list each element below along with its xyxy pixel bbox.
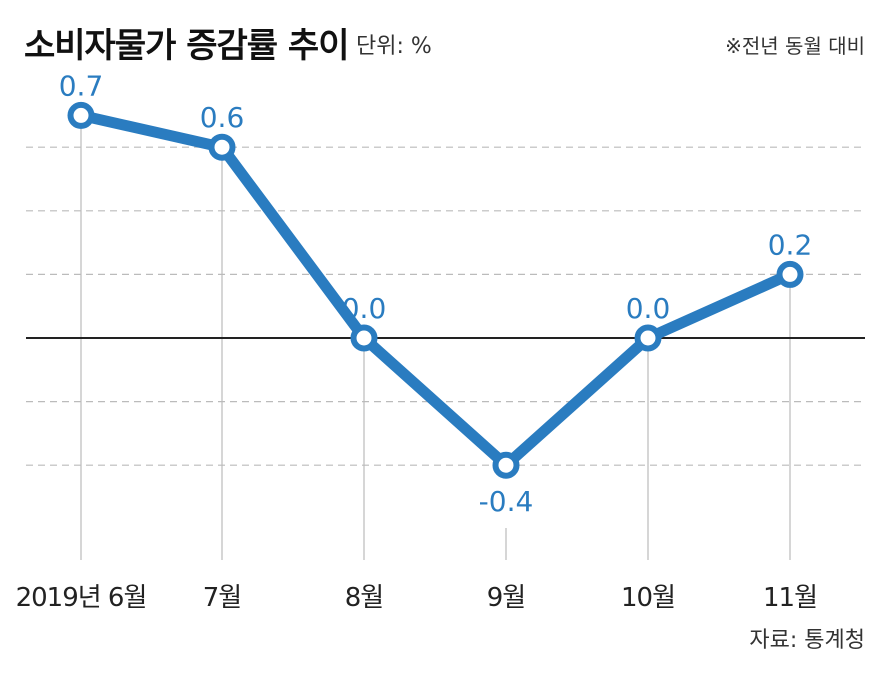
x-tick-label: 2019년 6월 [16, 583, 147, 613]
data-label: 0.6 [200, 101, 245, 134]
x-tick-label: 9월 [487, 583, 525, 613]
x-tick-label: 7월 [203, 583, 241, 613]
data-point [350, 324, 378, 352]
data-point [776, 260, 804, 288]
comparison-note: ※전년 동월 대비 [725, 34, 865, 58]
data-label: 0.7 [59, 69, 104, 102]
data-label: -0.4 [479, 485, 534, 518]
chart-header: 소비자물가 증감률 추이 단위: % ※전년 동월 대비 [0, 0, 891, 70]
data-label: 0.2 [768, 228, 813, 261]
x-tick-label: 8월 [345, 583, 383, 613]
x-tick-label: 11월 [763, 583, 817, 613]
x-tick-label: 10월 [621, 583, 675, 613]
source-label: 자료: 통계청 [749, 628, 865, 653]
data-point [67, 101, 95, 129]
chart-title: 소비자물가 증감률 추이 [24, 26, 349, 66]
data-point [492, 451, 520, 479]
unit-label: 단위: % [356, 34, 432, 59]
data-label: 0.0 [342, 292, 387, 325]
data-label: 0.0 [626, 292, 671, 325]
data-point [634, 324, 662, 352]
series-line [75, 109, 796, 471]
data-point [208, 133, 236, 161]
